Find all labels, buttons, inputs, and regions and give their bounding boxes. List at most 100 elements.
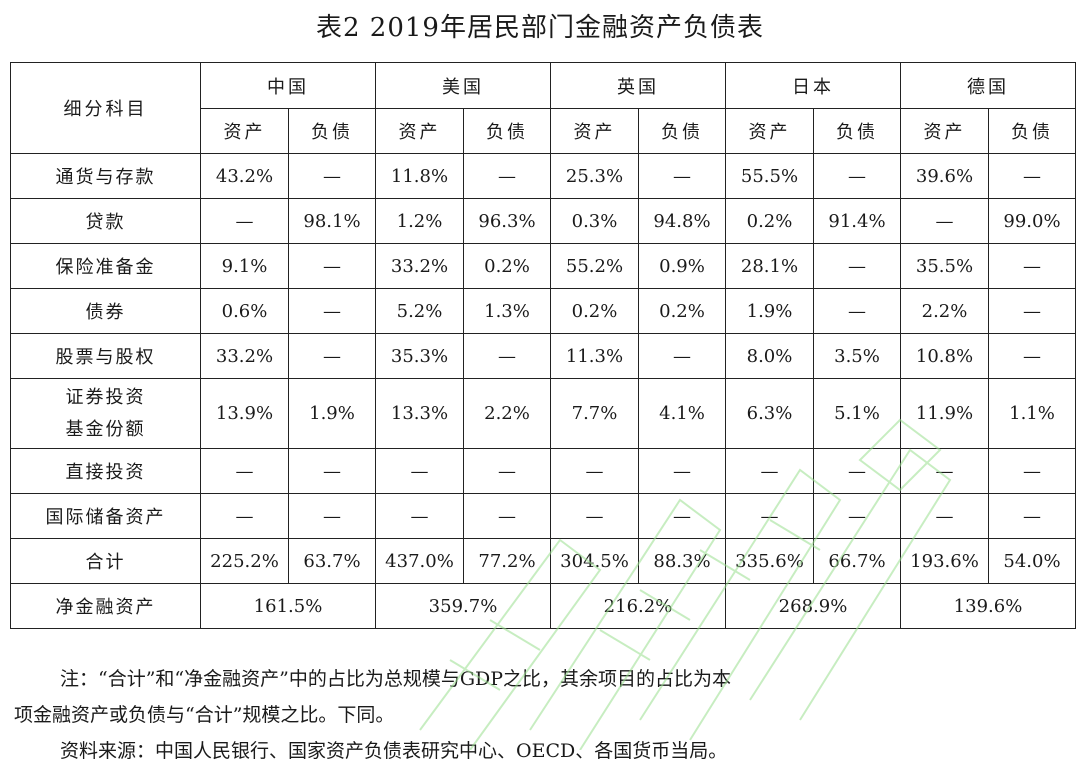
table-cell-merged: 139.6% [900,583,1076,629]
table-cell: 1.3% [463,288,551,334]
table-cell: 11.9% [900,378,989,449]
table-cell: — [288,153,376,199]
corner-header: 细分科目 [10,62,201,154]
row-label: 股票与股权 [10,333,201,379]
liability-header: 负债 [463,108,551,154]
table-row: 股票与股权 33.2% — 35.3% — 11.3% — 8.0% 3.5% … [10,333,1076,379]
liability-header: 负债 [288,108,376,154]
table-cell: — [200,448,289,494]
table-cell: 1.9% [288,378,376,449]
table-cell: 55.2% [550,243,639,289]
asset-header: 资产 [550,108,639,154]
table-cell: 335.6% [725,538,814,584]
table-cell: — [638,153,726,199]
table-cell: 0.2% [725,198,814,244]
table-cell: — [988,243,1076,289]
table-row-total: 合计 225.2% 63.7% 437.0% 77.2% 304.5% 88.3… [10,538,1076,584]
table-cell: — [550,493,639,539]
table-cell: 7.7% [550,378,639,449]
table-cell: — [988,288,1076,334]
table-cell: — [813,493,901,539]
table-cell: 1.9% [725,288,814,334]
liability-header: 负债 [638,108,726,154]
table-cell: 11.8% [375,153,464,199]
row-label: 合计 [10,538,201,584]
table-cell: 1.2% [375,198,464,244]
table-cell: 33.2% [375,243,464,289]
table-cell-merged: 161.5% [200,583,376,629]
table-cell: 0.2% [550,288,639,334]
table-cell: 91.4% [813,198,901,244]
table-cell: 33.2% [200,333,289,379]
table-cell: 304.5% [550,538,639,584]
table-cell: 193.6% [900,538,989,584]
asset-header: 资产 [375,108,464,154]
table-cell: — [638,333,726,379]
liability-header: 负债 [813,108,901,154]
table-title: 表2 2019年居民部门金融资产负债表 [316,13,764,43]
table-cell: 3.5% [813,333,901,379]
table-cell: 88.3% [638,538,726,584]
table-cell: — [638,493,726,539]
row-label: 证券投资 基金份额 [10,378,201,449]
table-cell: 28.1% [725,243,814,289]
table-cell: — [200,493,289,539]
table-body: 通货与存款 43.2% — 11.8% — 25.3% — 55.5% — 39… [10,153,1076,629]
table-cell: — [725,493,814,539]
table-cell: — [375,493,464,539]
table-cell: 0.2% [638,288,726,334]
table-cell: 63.7% [288,538,376,584]
table-cell: — [813,448,901,494]
table-cell: 11.3% [550,333,639,379]
table-cell: 0.9% [638,243,726,289]
table-cell: — [900,198,989,244]
table-cell: 8.0% [725,333,814,379]
table-cell: 96.3% [463,198,551,244]
table-cell: 437.0% [375,538,464,584]
country-header: 中国 [200,62,376,109]
table-notes: 注：“合计”和“净金融资产”中的占比为总规模与GDP之比，其余项目的占比为本 项… [14,661,1074,769]
row-label: 贷款 [10,198,201,244]
row-label-line: 基金份额 [65,418,146,440]
row-label: 保险准备金 [10,243,201,289]
table-cell: 39.6% [900,153,989,199]
table-row: 保险准备金 9.1% — 33.2% 0.2% 55.2% 0.9% 28.1%… [10,243,1076,289]
note-line: 注：“合计”和“净金融资产”中的占比为总规模与GDP之比，其余项目的占比为本 [60,668,732,690]
table-cell: — [288,448,376,494]
table-cell: — [988,448,1076,494]
country-header: 日本 [725,62,901,109]
table-cell: — [725,448,814,494]
table-cell: 6.3% [725,378,814,449]
table-cell-merged: 268.9% [725,583,901,629]
table-cell: 25.3% [550,153,639,199]
table-cell: — [288,493,376,539]
table-cell: — [463,333,551,379]
header-row-sub: 资产 负债 资产 负债 资产 负债 资产 负债 资产 负债 [11,108,1076,154]
table-cell: 77.2% [463,538,551,584]
liability-header: 负债 [988,108,1076,154]
table-cell: — [813,153,901,199]
asset-header: 资产 [200,108,289,154]
table-cell: 43.2% [200,153,289,199]
table-cell: — [288,333,376,379]
table-row: 国际储备资产 — — — — — — — — — — [10,493,1076,539]
row-label: 国际储备资产 [10,493,201,539]
table-row-fund: 证券投资 基金份额 13.9% 1.9% 13.3% 2.2% 7.7% 4.1… [10,378,1076,449]
table-cell: 66.7% [813,538,901,584]
table-cell: 4.1% [638,378,726,449]
asset-header: 资产 [725,108,814,154]
table-cell: 5.1% [813,378,901,449]
table-cell: — [200,198,289,244]
table-cell: 35.5% [900,243,989,289]
row-label: 通货与存款 [10,153,201,199]
table-cell: — [638,448,726,494]
table-row: 贷款 — 98.1% 1.2% 96.3% 0.3% 94.8% 0.2% 91… [10,198,1076,244]
table-cell: 225.2% [200,538,289,584]
header-row-countries: 细分科目 中国 美国 英国 日本 德国 [10,62,1076,154]
table-cell: — [813,243,901,289]
table-cell: — [900,493,989,539]
row-label: 净金融资产 [10,583,201,629]
table-cell: — [813,288,901,334]
table-cell-merged: 216.2% [550,583,726,629]
